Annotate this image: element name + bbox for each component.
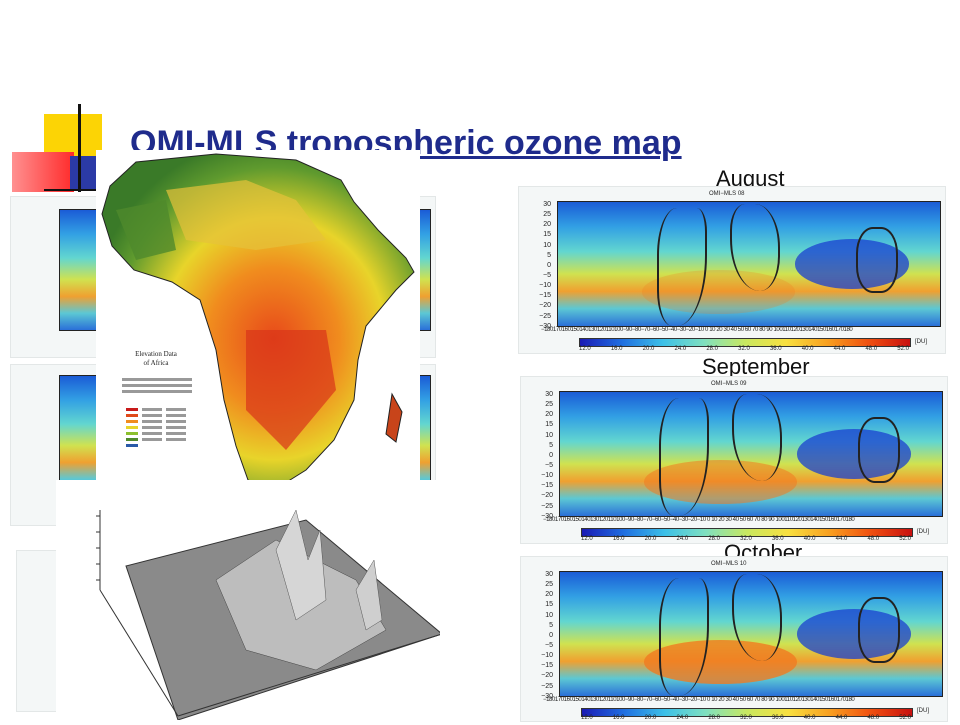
colorbar-unit-september: [DU] [917, 529, 929, 535]
colorbar-labels-september: 12.0 16.0 20.0 24.0 28.0 32.0 36.0 40.0 44.0 48.0… [581, 536, 911, 542]
ozone-map-plot-august [557, 201, 941, 327]
title-decoration-line-vertical [78, 104, 81, 192]
plot-title-october: OMI−MLS 10 [711, 561, 747, 567]
colorbar-unit-august: [DU] [915, 339, 927, 345]
lon-axis-august: −180170160150140130120110100−90−80−70−60… [541, 327, 853, 333]
africa-3d-relief [56, 480, 444, 721]
lat-axis-august: 30 25 20 15 10 5 0 −5 −10 −15 −20 −25 −30 [539, 201, 551, 330]
lat-axis-september: 30 25 20 15 10 5 0 −5 −10 −15 −20 −25 −30 [541, 391, 553, 520]
lat-axis-october: 30 25 20 15 10 5 0 −5 −10 −15 −20 −25 −30 [541, 571, 553, 700]
ozone-map-plot-october [559, 571, 943, 697]
africa-3d-relief-graphic [96, 509, 444, 721]
ozone-map-plot-september [559, 391, 943, 517]
month-label-september: September [702, 354, 810, 379]
lon-axis-october: −180170160150140130120110100−90−80−70−60… [543, 697, 855, 703]
africa-legend-title-1: Elevation Data [135, 350, 178, 358]
colorbar-labels-october: 12.0 16.0 20.0 24.0 28.0 32.0 36.0 40.0 44.0 48.0… [581, 715, 911, 721]
colorbar-october [581, 708, 913, 717]
colorbar-unit-october: [DU] [917, 708, 929, 714]
colorbar-august [579, 338, 911, 347]
plot-title-august: OMI−MLS 08 [709, 191, 745, 197]
colorbar-labels-august: 12.0 16.0 20.0 24.0 28.0 32.0 36.0 40.0 44.0 48.0… [579, 346, 909, 352]
ozone-map-panel-october: OMI−MLS 10 30 25 20 15 10 5 0 −5 −10 −15 −20 −25 −30… [520, 556, 948, 722]
africa-elevation-map: Elevation Data of Africa [96, 150, 420, 492]
title-decoration-blue [70, 156, 98, 190]
africa-elevation-graphic: Elevation Data of Africa [101, 153, 415, 491]
lon-axis-september: −180170160150140130120110100−90−80−70−60… [543, 517, 855, 523]
ozone-map-panel-september: OMI−MLS 09 30 25 20 15 10 5 0 −5 −10 −15 −20 −25 −30… [520, 376, 948, 544]
title-decoration-red [12, 152, 74, 192]
ozone-map-panel-august: OMI−MLS 08 30 25 20 15 10 5 0 −5 −10 −15 −20 −25 −30… [518, 186, 946, 354]
africa-legend-title-2: of Africa [143, 359, 169, 367]
plot-title-september: OMI−MLS 09 [711, 381, 747, 387]
colorbar-september [581, 528, 913, 537]
